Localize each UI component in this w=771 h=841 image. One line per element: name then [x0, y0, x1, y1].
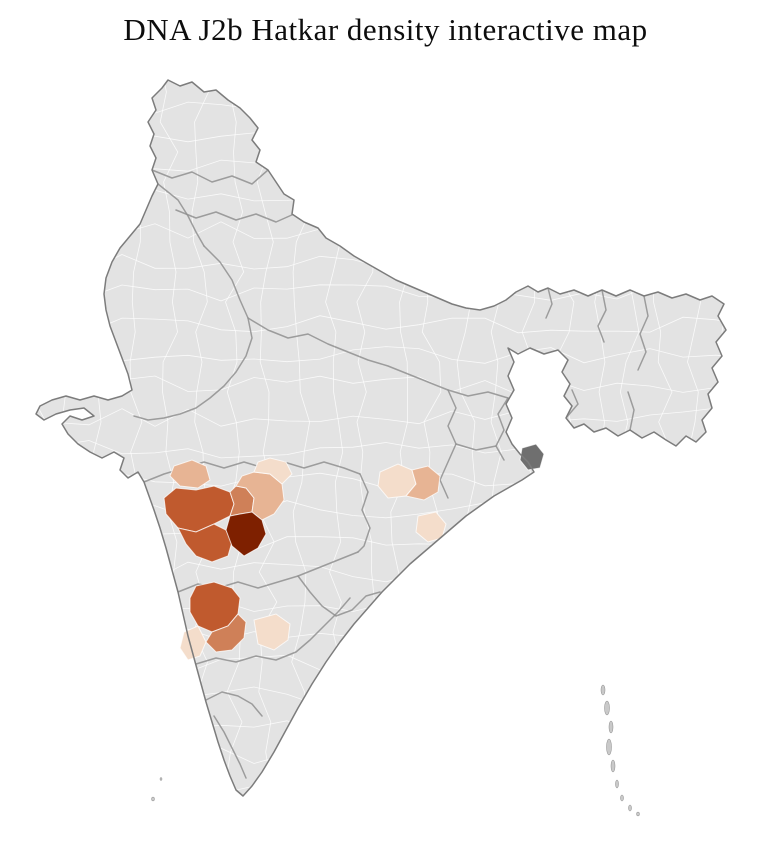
island: [151, 796, 155, 802]
district-south-right-pale[interactable]: [253, 613, 291, 651]
island: [636, 811, 640, 817]
india-outline: [35, 79, 727, 797]
district-bengal-gray[interactable]: [519, 443, 545, 471]
page-title: DNA J2b Hatkar density interactive map: [123, 12, 648, 47]
district-west-light-arc[interactable]: [235, 471, 285, 521]
island: [606, 738, 612, 756]
islands: [151, 684, 640, 817]
shaded-districts: [163, 443, 545, 661]
island: [615, 779, 619, 789]
district-west-darkest[interactable]: [225, 511, 267, 557]
island: [628, 804, 632, 812]
district-south-pale[interactable]: [179, 625, 207, 661]
district-west-tan[interactable]: [169, 459, 211, 489]
district-south-medium[interactable]: [205, 613, 247, 653]
island: [600, 684, 606, 696]
island: [610, 759, 616, 773]
island: [159, 777, 163, 781]
district-east-light[interactable]: [405, 465, 441, 501]
island: [608, 720, 614, 734]
island: [620, 794, 624, 802]
district-east-pale-2[interactable]: [415, 511, 447, 543]
district-west-dark-2[interactable]: [177, 523, 233, 563]
district-west-lightest[interactable]: [253, 457, 293, 485]
island: [604, 700, 610, 716]
india-landmass[interactable]: [36, 80, 726, 796]
